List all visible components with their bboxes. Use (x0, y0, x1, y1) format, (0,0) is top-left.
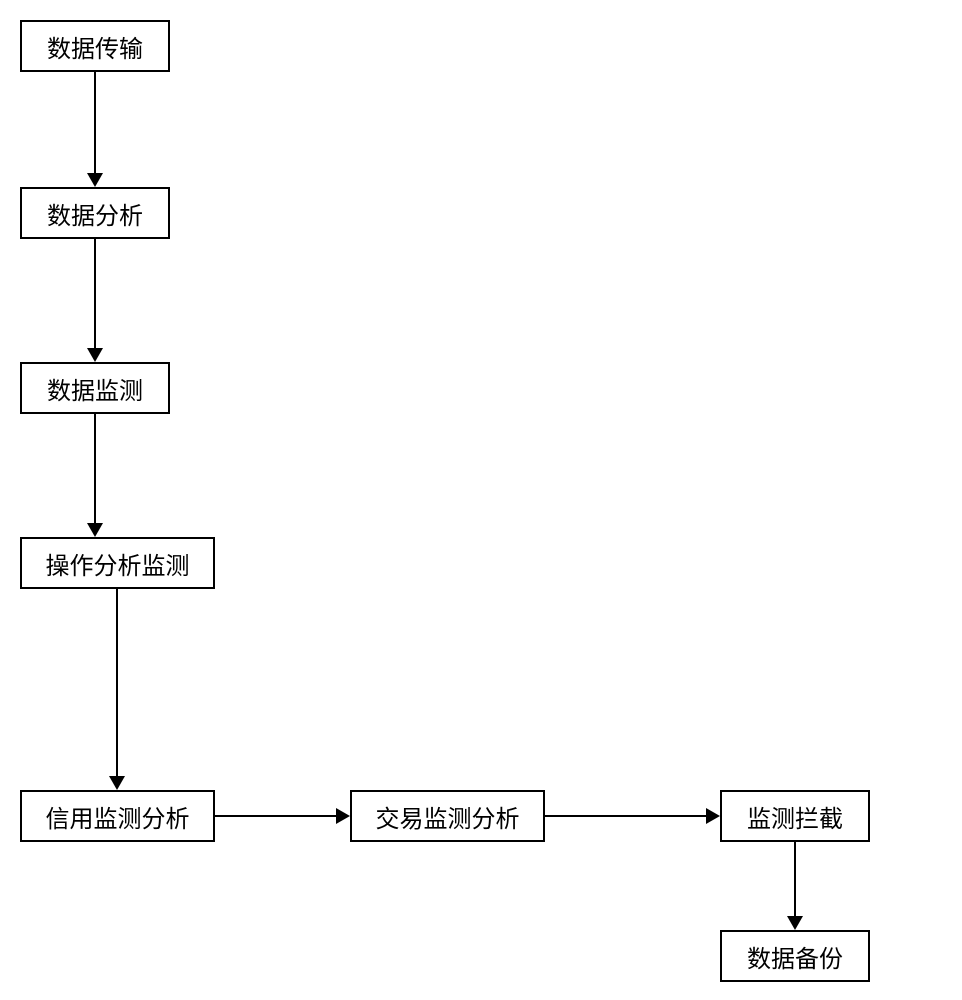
arrow-line (215, 815, 336, 817)
node-credit-monitoring-analysis: 信用监测分析 (20, 790, 215, 842)
node-label: 信用监测分析 (46, 799, 190, 834)
node-label: 数据备份 (747, 939, 843, 974)
arrow-head-icon (336, 808, 350, 824)
node-data-analysis: 数据分析 (20, 187, 170, 239)
node-data-backup: 数据备份 (720, 930, 870, 982)
node-label: 交易监测分析 (376, 799, 520, 834)
arrow-line (116, 589, 118, 776)
arrow-line (94, 414, 96, 523)
arrow-line (94, 72, 96, 173)
arrow-line (94, 239, 96, 348)
node-operation-analysis-monitoring: 操作分析监测 (20, 537, 215, 589)
arrow-head-icon (787, 916, 803, 930)
node-transaction-monitoring-analysis: 交易监测分析 (350, 790, 545, 842)
node-label: 数据监测 (47, 371, 143, 406)
arrow-line (545, 815, 706, 817)
node-label: 数据传输 (47, 29, 143, 64)
arrow-head-icon (109, 776, 125, 790)
node-label: 数据分析 (47, 196, 143, 231)
node-data-monitoring: 数据监测 (20, 362, 170, 414)
arrow-head-icon (87, 173, 103, 187)
arrow-head-icon (87, 523, 103, 537)
arrow-head-icon (706, 808, 720, 824)
node-monitoring-intercept: 监测拦截 (720, 790, 870, 842)
node-label: 监测拦截 (747, 799, 843, 834)
node-data-transmission: 数据传输 (20, 20, 170, 72)
node-label: 操作分析监测 (46, 546, 190, 581)
arrow-head-icon (87, 348, 103, 362)
arrow-line (794, 842, 796, 916)
